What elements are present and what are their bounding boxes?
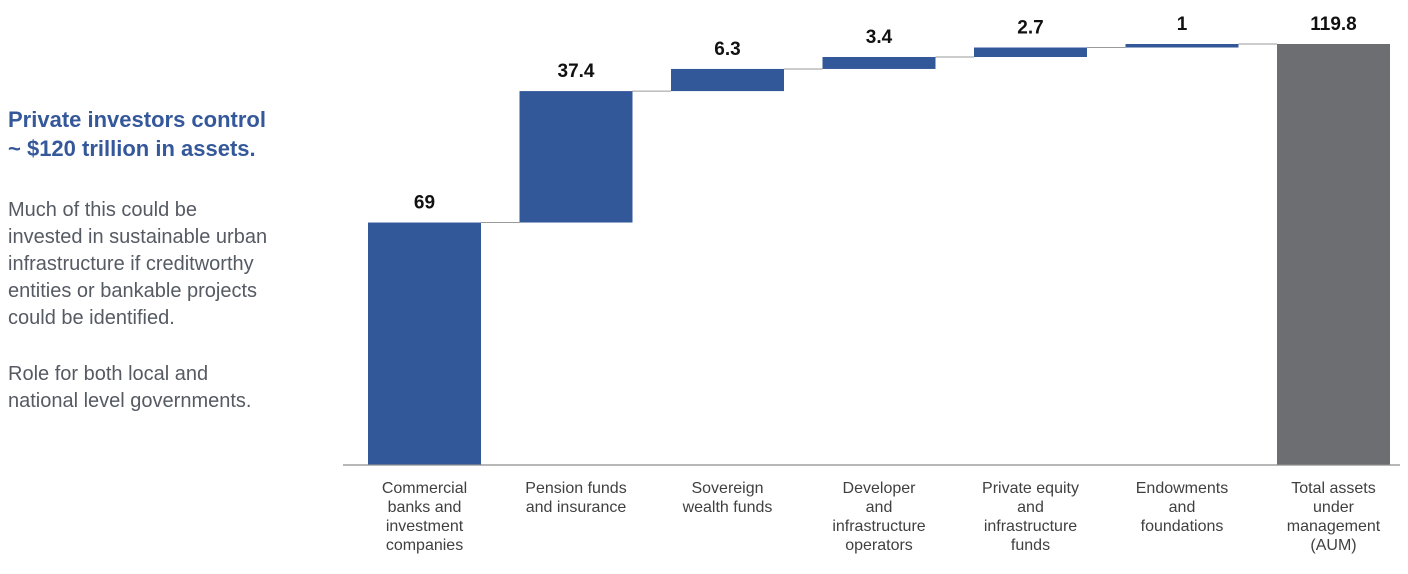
sidebar-paragraph-1: Much of this could be invested in sustai… [8, 199, 268, 329]
data-label-3: 6.3 [714, 39, 740, 60]
category-label-7: Total assets under management (AUM) [1287, 480, 1381, 554]
data-label-2: 37.4 [558, 61, 595, 82]
data-label-7: 119.8 [1310, 14, 1357, 35]
sidebar-heading: Private investors control ~ $120 trillio… [8, 107, 266, 161]
category-label-5: Private equity and infrastructure funds [982, 480, 1079, 554]
category-label-1: Commercial banks and investment companies [382, 480, 467, 554]
data-label-5: 2.7 [1017, 18, 1043, 39]
category-label-2: Pension funds and insurance [525, 480, 626, 516]
bar-2 [519, 91, 633, 223]
bar-7 [1277, 44, 1390, 465]
category-label-4: Developer and infrastructure operators [832, 480, 925, 554]
category-label-6: Endowments and foundations [1136, 480, 1229, 535]
bar-6 [1125, 44, 1239, 48]
bar-1 [368, 222, 481, 465]
sidebar-paragraph-2: Role for both local and national level g… [8, 363, 252, 412]
category-label-3: Sovereign wealth funds [682, 480, 773, 516]
bar-3 [671, 68, 784, 92]
sidebar: Private investors control ~ $120 trillio… [8, 105, 338, 415]
bar-4 [822, 57, 936, 69]
data-label-6: 1 [1177, 14, 1188, 35]
data-label-1: 69 [414, 193, 435, 214]
bar-5 [974, 47, 1087, 58]
data-label-4: 3.4 [866, 27, 893, 48]
